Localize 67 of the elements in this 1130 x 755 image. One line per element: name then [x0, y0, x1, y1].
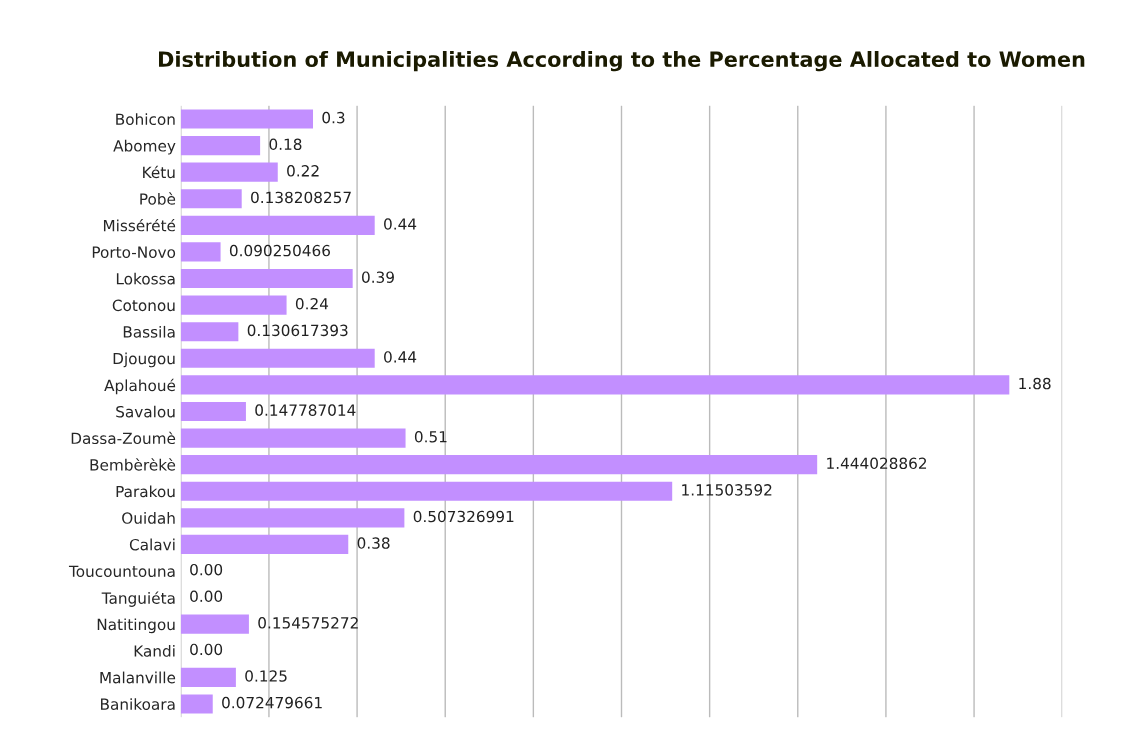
- bar: [180, 268, 353, 289]
- bar: [180, 455, 818, 475]
- data-label: 0.44: [384, 218, 417, 230]
- data-label: 0.125: [245, 670, 287, 682]
- data-label: 0.3: [322, 111, 345, 124]
- data-label: 0.39: [362, 271, 394, 283]
- bar: [180, 667, 236, 687]
- bar: [180, 136, 261, 156]
- y-tick-label: Djougou: [113, 352, 175, 368]
- bar: [180, 322, 239, 342]
- y-tick-label: Dassa-Zoumè: [71, 431, 176, 445]
- y-tick-label: Parakou: [116, 485, 175, 498]
- y-tick-label: Natitingou: [97, 618, 175, 634]
- y-tick-label: Porto-Novo: [92, 246, 176, 258]
- y-tick-label: Toucountouna: [68, 565, 175, 578]
- y-tick-label: Cotonou: [112, 299, 175, 312]
- data-label: 0.38: [357, 537, 390, 549]
- y-tick-label: Lokossa: [116, 272, 175, 285]
- data-label: 1.11503592: [682, 484, 772, 496]
- y-tick-label: Ouidah: [122, 512, 175, 524]
- data-label: 0.00: [190, 590, 223, 603]
- y-tick-label: Malanville: [100, 671, 176, 684]
- y-tick-label: Kandi: [134, 644, 175, 657]
- data-label: 0.00: [190, 643, 223, 656]
- data-label: 0.090250466: [229, 244, 330, 257]
- y-tick-label: Bembèrèkè: [90, 458, 176, 471]
- y-tick-label: Abomey: [113, 139, 176, 155]
- bar: [180, 162, 278, 182]
- data-label: 0.138208257: [251, 191, 351, 204]
- data-label: 0.18: [269, 138, 302, 151]
- bar: [180, 242, 221, 262]
- data-label: 1.88: [1019, 377, 1051, 390]
- data-label: 0.507326991: [413, 510, 514, 523]
- y-tick-label: Savalou: [116, 405, 175, 418]
- data-label: 1.444028862: [827, 457, 927, 470]
- y-tick-label: Banikoara: [101, 698, 175, 710]
- bar: [180, 401, 246, 422]
- bar: [180, 109, 314, 129]
- data-label: 0.51: [414, 430, 447, 443]
- y-tick-label: Kétu: [143, 165, 175, 179]
- data-label: 0.154575272: [258, 617, 358, 629]
- bar: [180, 295, 287, 315]
- data-label: 0.130617393: [247, 324, 348, 337]
- y-tick-label: Bohicon: [116, 113, 175, 126]
- data-label: 0.147787014: [255, 404, 356, 416]
- bar: [180, 694, 213, 714]
- y-tick-label: Calavi: [129, 538, 175, 551]
- y-tick-label: Aplahoué: [104, 378, 176, 395]
- y-tick-label: Tanguiéta: [101, 591, 175, 607]
- bar: [180, 481, 673, 501]
- bar: [180, 534, 349, 554]
- y-tick-label: Bassila: [123, 325, 175, 338]
- bar: [180, 189, 242, 209]
- data-label: 0.072479661: [222, 696, 322, 709]
- bar: [180, 508, 405, 528]
- y-tick-label: Missérété: [103, 218, 176, 232]
- bar: [180, 215, 375, 235]
- chart-title: Distribution of Municipalities According to the Percentage Allocated to Women: [159, 50, 1085, 72]
- bar: [180, 375, 1010, 395]
- bar: [180, 614, 249, 634]
- data-label: 0.24: [295, 298, 329, 310]
- bar: [180, 428, 406, 448]
- data-label: 0.22: [287, 165, 319, 177]
- data-label: 0.00: [190, 563, 223, 576]
- y-tick-label: Pobè: [140, 192, 176, 205]
- data-label: 0.44: [384, 351, 417, 363]
- bar: [180, 348, 375, 368]
